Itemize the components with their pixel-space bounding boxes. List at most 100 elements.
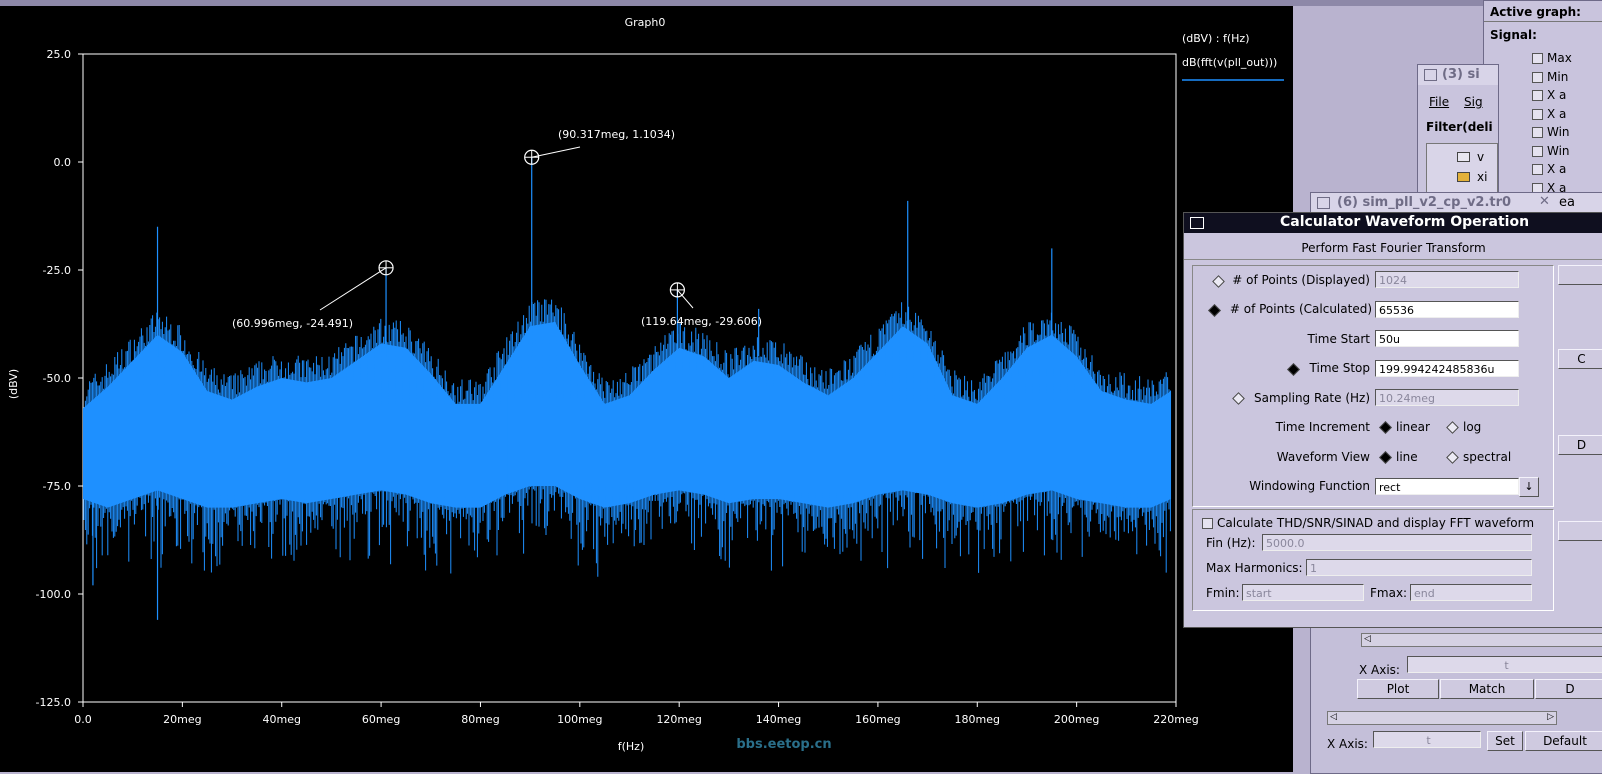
plot-button[interactable]: Plot [1357,679,1439,699]
window-3-titlebar[interactable]: (3) si [1418,65,1498,85]
max-harmonics-label: Max Harmonics: [1206,561,1303,575]
measure-checkbox[interactable] [1532,53,1543,64]
fmax-field[interactable]: end [1410,584,1532,601]
measure-checkbox[interactable] [1532,108,1543,120]
sampling-rate-field[interactable]: 10.24meg [1375,389,1519,406]
measure-checkbox-row[interactable]: X a [1532,107,1572,126]
measure-checkbox[interactable] [1532,164,1543,175]
fft-heading: Perform Fast Fourier Transform [1301,241,1486,255]
tree-item-xi[interactable]: xi [1477,170,1488,184]
default-button[interactable]: Default [1525,731,1602,751]
x-axis-field[interactable]: t [1407,656,1602,673]
view-spectral-label: spectral [1463,450,1512,464]
calculator-dialog[interactable]: Calculator Waveform Operation Perform Fa… [1183,212,1602,628]
peak-marker: (119.64meg, -29.606) [641,282,762,328]
windowing-dropdown-button[interactable]: ↓ [1519,477,1539,497]
points-displayed-field[interactable]: 1024 [1375,271,1519,288]
filter-label: Filter(deli [1426,120,1493,134]
y-tick-label: 0.0 [54,156,72,169]
time-start-field[interactable]: 50u [1375,330,1519,347]
fft-trace [83,299,1172,577]
set-button[interactable]: Set [1487,731,1523,751]
d-button[interactable]: D [1535,679,1602,699]
measure-checkbox[interactable] [1532,145,1543,157]
x-tick-label: 200meg [1054,713,1099,726]
window-3-title: (3) si [1442,67,1480,82]
fin-field[interactable]: 5000.0 [1262,534,1532,551]
side-button-d[interactable]: D [1558,435,1602,455]
time-stop-field[interactable]: 199.994242485836u [1375,360,1519,377]
time-increment-label: Time Increment [1275,420,1370,434]
divider [1484,21,1602,22]
thd-checkbox-row[interactable]: Calculate THD/SNR/SINAD and display FFT … [1202,516,1534,530]
peak-markers: (60.996meg, -24.491) (90.317meg, 1.1034) (… [232,128,762,330]
fft-plot[interactable]: 0.0 20meg 40meg 60meg 80meg 100meg 120meg 140me… [0,6,1293,772]
dialog-subtitle: Perform Fast Fourier Transform [1184,237,1602,260]
peak-marker: (60.996meg, -24.491) [232,260,394,330]
side-button-1[interactable] [1558,265,1602,285]
side-button-c[interactable]: C [1558,349,1602,369]
measure-checkbox-label: X a [1547,162,1567,176]
time-inc-log-label: log [1463,420,1482,434]
thd-checkbox[interactable] [1202,518,1213,529]
waveform-graph-panel[interactable]: 0.0 20meg 40meg 60meg 80meg 100meg 120meg 140me… [0,6,1293,772]
time-start-label: Time Start [1307,332,1371,346]
fmin-field[interactable]: start [1242,584,1364,601]
scroll-right-icon[interactable]: ▷ [1547,712,1554,722]
measure-checkbox-row[interactable]: X a [1532,88,1572,107]
y-tick-label: -50.0 [43,372,71,385]
noise-trace [83,299,1171,577]
marker-leader [319,267,387,311]
x-tick-label: 40meg [262,713,300,726]
measure-checkbox[interactable] [1532,127,1543,138]
subckt-icon [1457,172,1470,182]
menu-signal[interactable]: Sig [1464,95,1483,109]
x-tick-label: 140meg [756,713,801,726]
side-button-4[interactable] [1558,521,1602,541]
horizontal-scrollbar[interactable]: ◁ [1361,633,1602,647]
y-tick-label: 25.0 [47,48,72,61]
measure-checkbox-row[interactable]: Max [1532,51,1572,70]
y-tick-label: -100.0 [36,588,71,601]
x-tick-label: 20meg [163,713,201,726]
marker-label: (90.317meg, 1.1034) [558,128,675,141]
measure-checkbox[interactable] [1532,71,1543,83]
x-tick-label: 100meg [557,713,602,726]
scroll-left-icon[interactable]: ◁ [1364,634,1371,644]
window-6-tail-text: ea [1559,195,1575,210]
fft-spikes [92,157,1053,620]
measure-checklist: Max Min X a X a Win Win X a X a [1532,51,1572,199]
view-line-label: line [1396,450,1418,464]
sampling-rate-label: Sampling Rate (Hz) [1254,391,1370,405]
peak-marker: (90.317meg, 1.1034) [524,128,675,165]
max-harmonics-field[interactable]: 1 [1306,559,1532,576]
menu-file[interactable]: File [1429,95,1450,109]
dialog-titlebar[interactable]: Calculator Waveform Operation [1184,213,1602,233]
points-calculated-field[interactable]: 65536 [1375,301,1519,318]
close-icon[interactable]: ✕ [1539,194,1550,209]
marker-leader [677,289,694,309]
measure-checkbox[interactable] [1532,90,1543,101]
window-menu-icon[interactable] [1424,69,1437,81]
active-graph-panel: Active graph: Signal: Max Min X a X a Win Win… [1483,0,1602,212]
measure-checkbox-row[interactable]: Win [1532,125,1572,144]
window-menu-icon[interactable] [1317,197,1330,209]
measure-checkbox-row[interactable]: X a [1532,162,1572,181]
window-6-title: (6) sim_pll_v2_cp_v2.tr0 [1337,195,1512,210]
horizontal-scrollbar-2[interactable]: ◁ ▷ [1327,711,1557,725]
y-tick-label: -75.0 [43,480,71,493]
window-6-titlebar[interactable]: (6) sim_pll_v2_cp_v2.tr0 ✕ ea [1311,193,1602,213]
points-calculated-label: # of Points (Calculated) [1229,302,1372,316]
windowing-function-label: Windowing Function [1249,479,1370,493]
window-menu-icon[interactable] [1190,217,1204,229]
windowing-function-field[interactable]: rect [1375,478,1519,495]
match-button[interactable]: Match [1440,679,1534,699]
bottom-x-axis-field[interactable]: t [1373,731,1481,748]
legend-trace-name: dB(fft(v(pll_out))) [1182,56,1277,69]
graph-title: Graph0 [625,16,666,29]
measure-checkbox-row[interactable]: Win [1532,144,1572,163]
measure-checkbox-row[interactable]: Min [1532,70,1572,89]
points-displayed-label: # of Points (Displayed) [1232,273,1370,287]
tree-item-v[interactable]: v [1477,150,1485,164]
scroll-left-icon[interactable]: ◁ [1330,712,1337,722]
